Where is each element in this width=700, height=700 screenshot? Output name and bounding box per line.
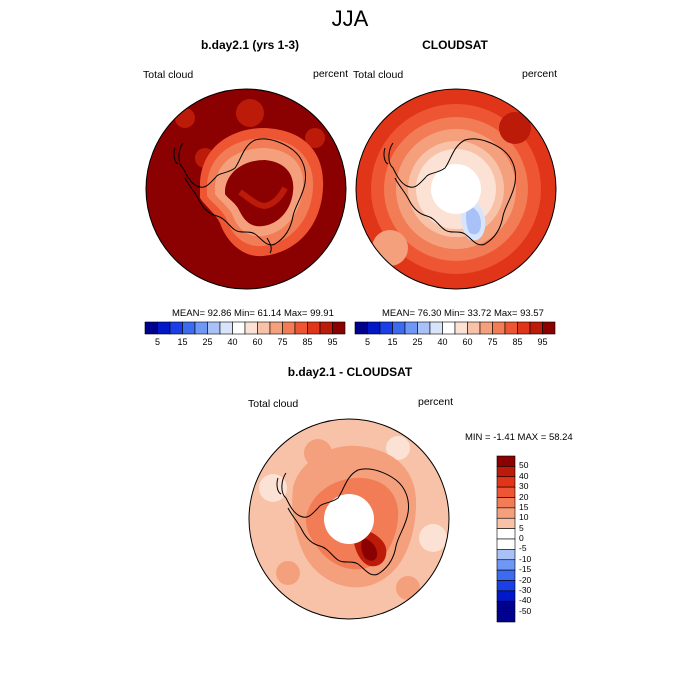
panel-2-units: percent <box>522 68 558 80</box>
colorbar-swatch <box>232 321 246 335</box>
panel-1-stats: MEAN= 92.86 Min= 61.14 Max= 99.91 <box>172 308 334 319</box>
colorbar-swatch <box>294 321 308 335</box>
colorbar-swatch <box>542 321 556 335</box>
colorbar-swatch <box>496 507 516 519</box>
colorbar-swatch <box>257 321 271 335</box>
colorbar-swatch <box>496 466 516 478</box>
colorbar-swatch <box>496 476 516 488</box>
colorbar-swatch <box>496 580 516 592</box>
colorbar-tick-label: 40 <box>227 337 238 347</box>
colorbar-swatch <box>219 321 233 335</box>
colorbar-tick-label: 25 <box>412 337 423 347</box>
colorbar-swatch <box>517 321 531 335</box>
colorbar-swatch <box>496 600 516 612</box>
panel-3-units: percent <box>418 396 454 408</box>
colorbar-swatch <box>244 321 258 335</box>
colorbar-tick-label: 5 <box>364 337 370 347</box>
colorbar-tick-label: 5 <box>519 522 524 533</box>
colorbar-swatch <box>529 321 543 335</box>
colorbar-tick-label: 85 <box>302 337 313 347</box>
map-panel-2 <box>355 88 557 290</box>
colorbar-tick-label: -30 <box>519 584 532 595</box>
colorbar-tick-label: 95 <box>327 337 338 347</box>
colorbar-swatch <box>496 549 516 561</box>
colorbar-tick-label: 20 <box>519 491 529 502</box>
map-panel-3 <box>248 418 450 620</box>
colorbar-diff <box>496 455 516 623</box>
colorbar-tick-label: 60 <box>462 337 473 347</box>
colorbar-swatch <box>496 517 516 529</box>
colorbar-tick-label: -20 <box>519 574 532 585</box>
colorbar-swatch <box>269 321 283 335</box>
colorbar-tick-label: 15 <box>387 337 398 347</box>
colorbar-tick-label: 30 <box>519 481 529 492</box>
panel-2-title: CLOUDSAT <box>422 38 488 52</box>
colorbar-tick-label: -10 <box>519 553 532 564</box>
colorbar-panel-2 <box>354 321 556 335</box>
colorbar-swatch <box>442 321 456 335</box>
colorbar-swatch <box>496 590 516 602</box>
colorbar-swatch <box>496 497 516 509</box>
colorbar-tick-label: 50 <box>519 460 529 471</box>
colorbar-swatch <box>492 321 506 335</box>
colorbar-panel-1 <box>144 321 346 335</box>
panel-3-title: b.day2.1 - CLOUDSAT <box>287 365 413 379</box>
colorbar-tick-label: 5 <box>154 337 160 347</box>
colorbar-swatch <box>496 559 516 571</box>
panel-3-left-label: Total cloud <box>248 398 299 410</box>
colorbar-swatch <box>496 486 516 498</box>
colorbar-swatch <box>496 569 516 581</box>
colorbar-tick-label: -5 <box>519 543 527 554</box>
colorbar-tick-label: -50 <box>519 605 532 616</box>
map-panel-1 <box>145 88 347 290</box>
panel-1-units: percent <box>313 68 349 80</box>
colorbar-swatch <box>194 321 208 335</box>
colorbar-swatch <box>496 528 516 540</box>
colorbar-tick-label: 75 <box>277 337 288 347</box>
colorbar-tick-label: 15 <box>177 337 188 347</box>
colorbar-swatch <box>332 321 346 335</box>
panel-2-left-label: Total cloud <box>353 69 404 81</box>
colorbar-tick-label: 95 <box>537 337 548 347</box>
colorbar-swatch <box>392 321 406 335</box>
colorbar-tick-label: 10 <box>519 512 529 523</box>
figure-title: JJA <box>331 6 369 31</box>
colorbar-swatch <box>182 321 196 335</box>
colorbar-tick-label: 0 <box>519 533 524 543</box>
colorbar-swatch <box>157 321 171 335</box>
colorbar-tick-label: 25 <box>202 337 213 347</box>
colorbar-swatch <box>319 321 333 335</box>
panel-2-stats: MEAN= 76.30 Min= 33.72 Max= 93.57 <box>382 308 544 319</box>
colorbar-swatch <box>429 321 443 335</box>
colorbar-swatch <box>144 321 158 335</box>
colorbar-tick-label: -15 <box>519 564 532 575</box>
colorbar-tick-label: 75 <box>487 337 498 347</box>
panel-3-stats: MIN = -1.41 MAX = 58.24 <box>465 432 573 443</box>
colorbar-swatch <box>479 321 493 335</box>
colorbar-tick-label: 40 <box>437 337 448 347</box>
colorbar-swatch <box>467 321 481 335</box>
colorbar-swatch <box>454 321 468 335</box>
colorbar-tick-label: 15 <box>519 501 529 512</box>
colorbar-swatch <box>504 321 518 335</box>
colorbar-tick-label: 60 <box>252 337 263 347</box>
colorbar-swatch <box>354 321 368 335</box>
colorbar-tick-label: -40 <box>519 595 532 606</box>
colorbar-tick-label: 40 <box>519 470 529 481</box>
colorbar-swatch <box>282 321 296 335</box>
colorbar-swatch <box>307 321 321 335</box>
colorbar-swatch <box>496 611 516 623</box>
colorbar-swatch <box>379 321 393 335</box>
panel-1-left-label: Total cloud <box>143 69 194 81</box>
colorbar-swatch <box>417 321 431 335</box>
colorbar-swatch <box>367 321 381 335</box>
colorbar-swatch <box>404 321 418 335</box>
colorbar-swatch <box>207 321 221 335</box>
colorbar-swatch <box>496 538 516 550</box>
colorbar-swatch <box>496 455 516 467</box>
colorbar-swatch <box>169 321 183 335</box>
colorbar-tick-label: 85 <box>512 337 523 347</box>
panel-1-title: b.day2.1 (yrs 1-3) <box>200 38 300 52</box>
